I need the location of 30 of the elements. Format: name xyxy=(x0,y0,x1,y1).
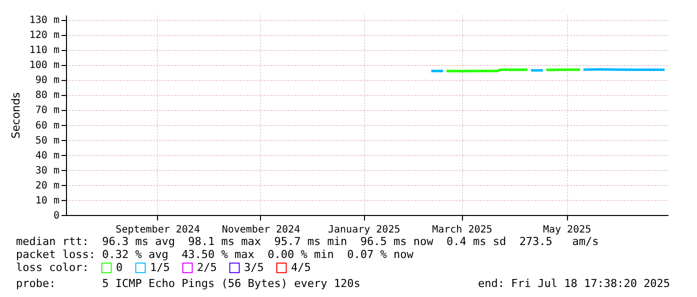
y-tick-label: 0 xyxy=(53,210,60,222)
text: median rtt: 96.3 ms avg 98.1 ms max 95.7 ms min 96.5 ms now 0.4 ms sd 273.5 am/s xyxy=(16,235,599,248)
x-tick-label: September 2024 xyxy=(116,224,200,236)
legend-label: 2/5 xyxy=(197,260,217,274)
y-tick-label: 60 m xyxy=(35,120,60,132)
y-tick-label: 50 m xyxy=(35,135,60,146)
y-axis-title: Seconds xyxy=(9,92,22,139)
legend-label: 0 xyxy=(116,260,123,274)
y-tick-label: 120 m xyxy=(29,30,60,42)
text: end: Fri Jul 18 17:38:20 2025 xyxy=(478,277,670,290)
y-tick-label: 40 m xyxy=(35,150,60,162)
x-tick-label: November 2024 xyxy=(222,224,300,236)
y-tick-label: 20 m xyxy=(35,180,60,192)
x-tick-label: January 2025 xyxy=(328,224,400,236)
y-tick-label: 30 m xyxy=(35,165,60,176)
x-tick-label: March 2025 xyxy=(432,224,492,236)
y-tick-label: 10 m xyxy=(35,195,60,206)
y-tick-label: 130 m xyxy=(29,15,60,26)
text: probe: 5 ICMP Echo Pings (56 Bytes) every 120s xyxy=(16,277,360,290)
y-tick-label: 100 m xyxy=(29,60,60,72)
y-tick-label: 90 m xyxy=(35,75,60,86)
legend-title: loss color: xyxy=(16,261,89,274)
text: packet loss: 0.32 % avg 43.50 % max 0.00 % min 0.07 % now xyxy=(16,248,414,261)
y-tick-label: 80 m xyxy=(35,90,60,102)
y-tick-label: 70 m xyxy=(35,105,60,116)
y-tick-label: 110 m xyxy=(29,45,60,56)
x-tick-label: May 2025 xyxy=(542,224,592,236)
legend-label: 3/5 xyxy=(244,260,264,274)
legend-label: 4/5 xyxy=(291,260,311,274)
legend-label: 1/5 xyxy=(150,260,170,274)
